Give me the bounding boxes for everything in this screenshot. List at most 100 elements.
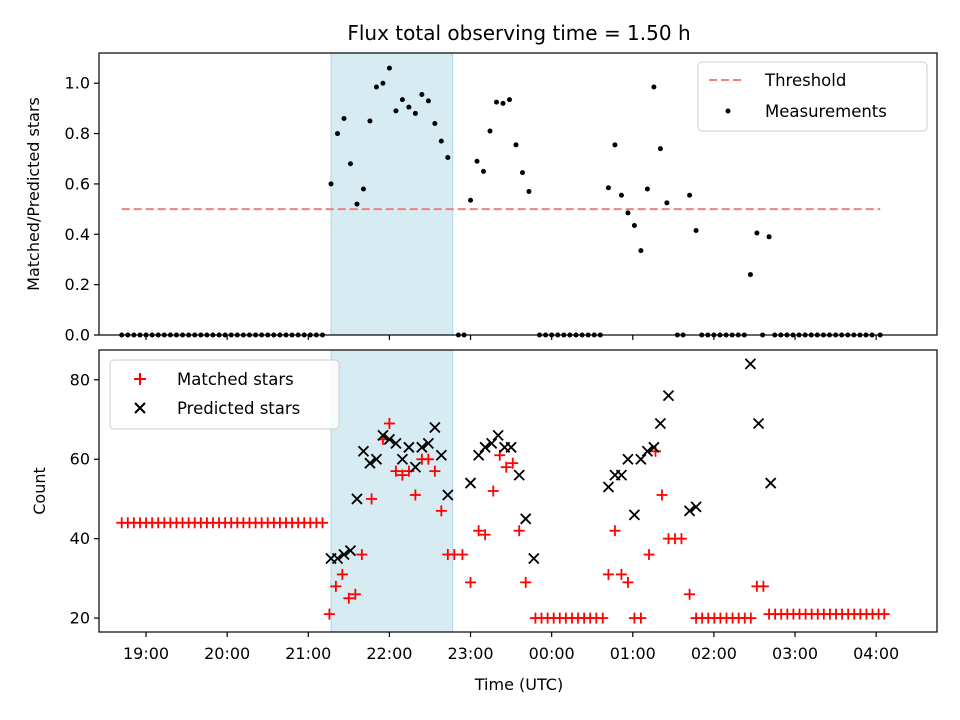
y-tick-label: 0.2: [65, 275, 90, 294]
bottom-legend: Matched stars Predicted stars: [109, 359, 340, 430]
measurement-point: [380, 80, 386, 86]
measurement-point: [754, 230, 760, 236]
matched-point: [878, 608, 890, 620]
bottom-legend-matched-swatch: [134, 373, 146, 385]
matched-point: [366, 493, 378, 505]
predicted-point: [473, 449, 485, 461]
measurement-point: [335, 131, 341, 137]
predicted-point: [602, 481, 615, 493]
x-tick-label: 19:00: [123, 644, 169, 663]
matched-point: [435, 505, 447, 517]
measurement-point: [406, 104, 412, 110]
matched-point: [316, 517, 328, 529]
bottom-legend-box: [109, 359, 340, 430]
y-tick-label: 0.4: [65, 225, 90, 244]
measurement-point: [341, 115, 347, 121]
predicted-point: [744, 358, 757, 370]
measurement-point: [494, 99, 500, 105]
measurement-point: [693, 228, 699, 234]
predicted-point: [492, 429, 504, 442]
matched-point: [520, 576, 532, 588]
matched-point: [349, 588, 361, 600]
predicted-point: [513, 469, 525, 481]
measurement-point: [687, 192, 693, 198]
y-tick-label: 0.8: [65, 124, 90, 143]
measurement-point: [605, 185, 611, 191]
bottom-x-axis-label: Time (UTC): [474, 675, 563, 694]
measurement-point: [487, 128, 493, 134]
matched-point: [396, 469, 408, 481]
measurement-point: [373, 84, 379, 90]
measurement-point: [354, 201, 360, 207]
top-legend: Threshold Measurements: [697, 61, 928, 132]
predicted-point: [351, 493, 363, 505]
matched-point: [323, 608, 335, 620]
measurement-point: [360, 186, 366, 192]
predicted-point: [479, 441, 491, 453]
measurement-point: [425, 98, 431, 104]
measurement-point: [367, 118, 373, 124]
predicted-point: [338, 548, 350, 561]
measurement-point: [513, 142, 519, 148]
measurement-point: [651, 84, 657, 90]
measurement-point: [468, 197, 474, 203]
measurement-point: [474, 158, 480, 164]
matched-point: [643, 549, 655, 561]
bottom-legend-matched-label: Matched stars: [177, 370, 294, 389]
top-plot-frame: [98, 52, 938, 336]
predicted-point: [422, 437, 434, 449]
matched-point: [473, 525, 485, 537]
predicted-point: [628, 509, 641, 521]
x-tick-label: 03:00: [772, 644, 818, 663]
matched-point: [429, 465, 441, 477]
bottom-panel: 19:00 20:00 21:00 22:00 23:00 00:00 01:00 02:00…: [30, 349, 938, 694]
matched-point: [456, 549, 468, 561]
predicted-point: [442, 489, 454, 501]
predicted-point: [429, 421, 441, 434]
matched-point: [684, 588, 696, 600]
measurement-point: [412, 110, 418, 116]
predicted-point: [662, 390, 675, 402]
matched-point: [500, 461, 512, 473]
matched-point: [675, 533, 687, 545]
y-tick-label: 60: [70, 450, 90, 469]
matched-point: [597, 612, 609, 624]
measurement-point: [393, 108, 399, 114]
top-legend-box: [697, 61, 928, 132]
predicted-point: [765, 477, 777, 489]
matched-point: [513, 525, 525, 537]
measurement-point: [618, 192, 624, 198]
matched-point: [343, 592, 355, 604]
bottom-shaded-span: [330, 349, 454, 633]
x-tick-label: 22:00: [366, 644, 412, 663]
predicted-point: [520, 513, 532, 525]
top-x-ticks: [145, 335, 877, 340]
predicted-point: [403, 441, 415, 453]
matched-point: [465, 576, 477, 588]
y-tick-label: 80: [70, 370, 90, 389]
matched-point: [757, 580, 769, 592]
bottom-legend-predicted-swatch: [134, 402, 146, 414]
top-shaded-span: [330, 52, 454, 336]
predicted-point: [648, 441, 660, 453]
bottom-y-ticks: 20 40 60 80: [70, 370, 99, 628]
x-tick-label: 01:00: [610, 644, 656, 663]
x-tick-label: 02:00: [691, 644, 737, 663]
predicted-point: [357, 445, 370, 457]
predicted-point: [752, 417, 765, 430]
top-legend-threshold-label: Threshold: [764, 71, 846, 90]
predicted-point: [396, 453, 409, 465]
matched-point: [602, 568, 614, 580]
predicted-point: [505, 441, 517, 453]
measurement-point: [445, 154, 451, 160]
shaded-span-rect: [330, 349, 454, 633]
matched-point: [507, 457, 519, 469]
predicted-point: [370, 453, 383, 465]
measurement-point: [419, 92, 425, 98]
matched-point: [330, 580, 342, 592]
y-tick-label: 20: [70, 609, 90, 628]
predicted-point: [409, 461, 422, 473]
y-tick-label: 40: [70, 529, 90, 548]
bottom-plot-frame: [98, 349, 938, 633]
